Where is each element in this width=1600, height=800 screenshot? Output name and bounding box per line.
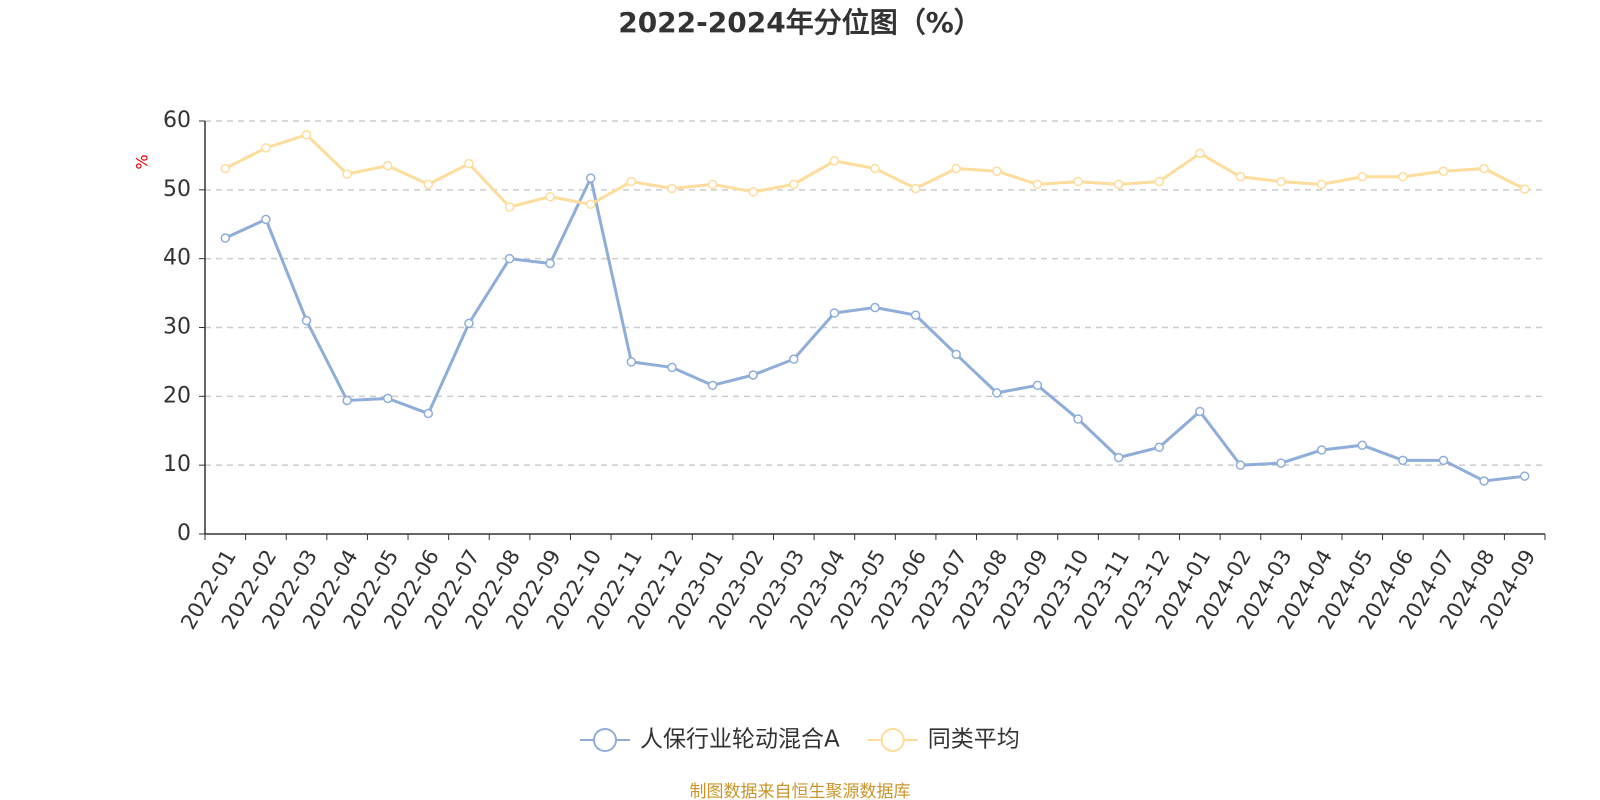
y-tick-label: 30 bbox=[163, 315, 191, 340]
data-point bbox=[1032, 380, 1043, 391]
data-point bbox=[1276, 176, 1286, 187]
data-point bbox=[586, 173, 596, 183]
data-point bbox=[261, 143, 271, 153]
data-point bbox=[1195, 406, 1205, 417]
data-point bbox=[301, 315, 312, 326]
data-point bbox=[261, 214, 271, 225]
data-point bbox=[382, 393, 393, 404]
legend-label: 同类平均 bbox=[928, 727, 1020, 753]
data-point bbox=[789, 179, 799, 190]
data-point bbox=[1113, 179, 1124, 190]
data-point bbox=[789, 354, 799, 364]
data-point bbox=[626, 176, 637, 187]
source-note: 制图数据来自恒生聚源数据库 bbox=[690, 782, 911, 800]
data-point bbox=[992, 166, 1002, 176]
data-point bbox=[423, 408, 434, 419]
data-point bbox=[1316, 445, 1327, 455]
data-point bbox=[1398, 172, 1408, 182]
data-point bbox=[992, 388, 1002, 398]
data-point bbox=[707, 380, 718, 391]
data-point bbox=[1073, 414, 1083, 424]
data-point bbox=[1235, 172, 1246, 182]
data-point bbox=[1195, 148, 1205, 159]
data-point bbox=[707, 179, 718, 190]
data-point bbox=[504, 253, 515, 264]
y-axis-label: % bbox=[133, 154, 152, 169]
data-point bbox=[667, 362, 677, 373]
data-point bbox=[423, 179, 434, 190]
chart-title: 2022-2024年分位图（%） bbox=[618, 6, 982, 39]
data-point bbox=[342, 395, 352, 406]
legend-marker bbox=[880, 728, 905, 752]
data-point bbox=[951, 163, 961, 174]
y-tick-label: 20 bbox=[163, 383, 191, 408]
data-point bbox=[1519, 184, 1530, 194]
data-point bbox=[910, 183, 921, 194]
data-point bbox=[951, 349, 961, 360]
data-point bbox=[870, 163, 880, 174]
legend-marker bbox=[593, 728, 617, 752]
y-tick-label: 50 bbox=[163, 177, 191, 202]
data-point bbox=[829, 308, 840, 318]
data-point bbox=[504, 202, 515, 212]
data-point bbox=[748, 187, 758, 197]
data-point bbox=[1073, 176, 1083, 187]
y-tick-label: 10 bbox=[163, 452, 191, 477]
data-point bbox=[382, 160, 393, 171]
data-point bbox=[464, 158, 474, 169]
data-point bbox=[1479, 163, 1489, 174]
data-point bbox=[667, 183, 677, 194]
data-point bbox=[220, 233, 231, 243]
y-tick-label: 60 bbox=[163, 108, 191, 133]
data-point bbox=[910, 310, 921, 320]
data-point bbox=[1357, 172, 1368, 182]
data-point bbox=[545, 191, 555, 202]
data-point bbox=[1113, 452, 1124, 463]
data-point bbox=[1438, 455, 1449, 466]
data-point bbox=[1479, 476, 1489, 486]
data-point bbox=[220, 163, 231, 174]
data-point bbox=[1438, 166, 1449, 176]
data-point bbox=[586, 199, 596, 210]
data-point bbox=[1154, 442, 1164, 453]
data-point bbox=[1154, 176, 1164, 187]
data-point bbox=[301, 130, 312, 140]
data-point bbox=[1235, 460, 1246, 470]
data-point bbox=[1519, 471, 1530, 481]
data-point bbox=[342, 169, 352, 179]
data-point bbox=[1316, 179, 1327, 190]
data-point bbox=[1032, 179, 1043, 190]
data-point bbox=[1398, 455, 1408, 466]
series-line bbox=[224, 173, 1525, 483]
y-tick-label: 0 bbox=[177, 521, 191, 546]
data-point bbox=[545, 258, 555, 269]
data-point bbox=[464, 318, 474, 329]
data-point bbox=[1276, 458, 1286, 468]
data-point bbox=[1357, 440, 1368, 450]
data-point bbox=[748, 370, 758, 380]
data-point bbox=[870, 302, 880, 313]
legend-label: 人保行业轮动混合A bbox=[640, 727, 840, 753]
data-point bbox=[626, 357, 637, 367]
data-point bbox=[829, 156, 840, 166]
y-tick-label: 40 bbox=[163, 246, 191, 271]
